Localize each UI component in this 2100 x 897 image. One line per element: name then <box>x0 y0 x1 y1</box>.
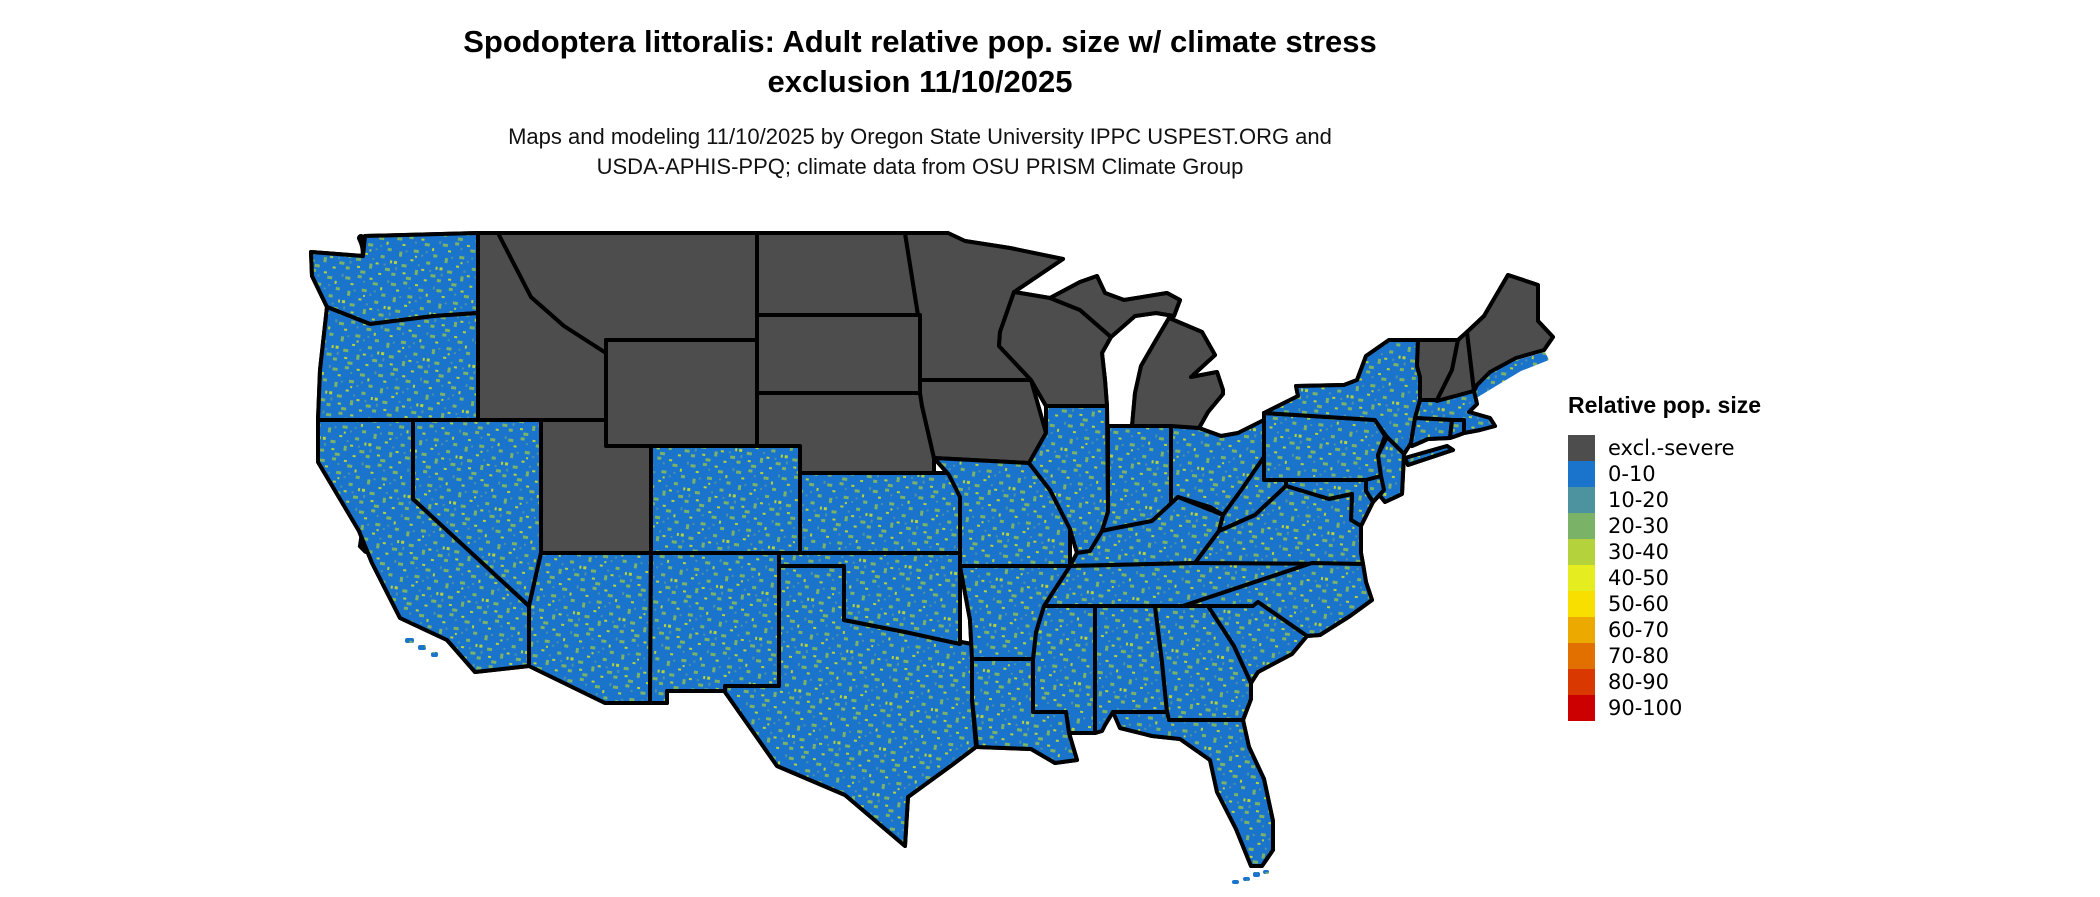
legend-label: 60-70 <box>1608 618 1670 642</box>
map-title: Spodoptera littoralis: Adult relative po… <box>0 22 1840 102</box>
legend-label: 30-40 <box>1608 540 1670 564</box>
subtitle-line-2: USDA-APHIS-PPQ; climate data from OSU PR… <box>596 154 1244 179</box>
legend-item: 70-80 <box>1568 643 1761 669</box>
legend-item: 60-70 <box>1568 617 1761 643</box>
legend-title: Relative pop. size <box>1568 392 1762 418</box>
us-map <box>305 220 1555 892</box>
us-map-svg <box>309 231 1555 884</box>
legend-swatch <box>1568 461 1595 487</box>
legend-items: excl.-severe 0-10 10-20 20-30 30-40 40-50 50-6… <box>1568 435 1761 721</box>
legend-label: 90-100 <box>1608 696 1683 720</box>
legend-item: 90-100 <box>1568 695 1761 721</box>
legend-label: excl.-severe <box>1608 436 1735 460</box>
legend-label: 10-20 <box>1608 488 1670 512</box>
legend-swatch <box>1568 591 1595 617</box>
legend-label: 0-10 <box>1608 462 1656 486</box>
legend-swatch <box>1568 643 1595 669</box>
map-subtitle: Maps and modeling 11/10/2025 by Oregon S… <box>0 122 1840 182</box>
legend-swatch <box>1568 487 1595 513</box>
legend-item: 40-50 <box>1568 565 1761 591</box>
title-line-2: exclusion 11/10/2025 <box>767 64 1073 99</box>
legend-item: 80-90 <box>1568 669 1761 695</box>
legend-swatch <box>1568 695 1595 721</box>
legend-label: 50-60 <box>1608 592 1670 616</box>
legend-swatch <box>1568 617 1595 643</box>
legend-label: 70-80 <box>1608 644 1670 668</box>
legend-label: 40-50 <box>1608 566 1670 590</box>
legend-label: 80-90 <box>1608 670 1670 694</box>
legend-item: 50-60 <box>1568 591 1761 617</box>
legend-label: 20-30 <box>1608 514 1670 538</box>
legend: Relative pop. size excl.-severe 0-10 10-20… <box>1568 392 1761 721</box>
legend-swatch <box>1568 539 1595 565</box>
legend-swatch <box>1568 565 1595 591</box>
islands <box>405 638 1269 884</box>
legend-item: 30-40 <box>1568 539 1761 565</box>
state-borders <box>309 231 1555 868</box>
subtitle-line-1: Maps and modeling 11/10/2025 by Oregon S… <box>508 124 1332 149</box>
legend-swatch <box>1568 435 1595 461</box>
legend-item: 10-20 <box>1568 487 1761 513</box>
legend-item: 20-30 <box>1568 513 1761 539</box>
title-line-1: Spodoptera littoralis: Adult relative po… <box>463 24 1377 59</box>
legend-swatch <box>1568 513 1595 539</box>
legend-item: excl.-severe <box>1568 435 1761 461</box>
legend-swatch <box>1568 669 1595 695</box>
legend-item: 0-10 <box>1568 461 1761 487</box>
